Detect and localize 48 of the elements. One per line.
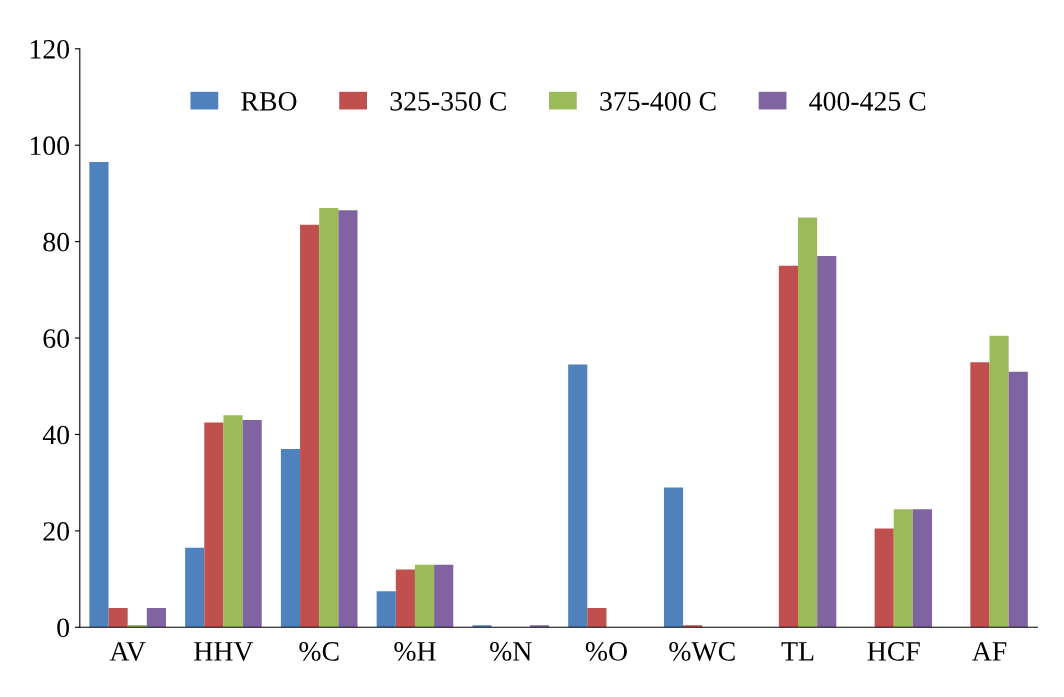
x-tick-label: HCF [867,642,920,661]
bar [242,420,262,628]
x-tick-label: AF [972,642,1007,661]
bar [204,422,224,628]
bar [874,528,894,628]
x-tick-label: %C [299,641,339,661]
x-tick-label: TL [781,642,814,661]
x-tick-label: %N [490,641,532,661]
bar [223,415,243,628]
legend-label: 325-350 C [390,91,506,111]
x-tick-label: %WC [669,641,735,661]
bar [798,217,818,628]
bar [395,569,415,628]
bar [280,448,301,628]
x-tick-label: %H [394,641,436,661]
bar [663,487,684,628]
y-tick-label: 120 [30,39,70,59]
bar [319,207,339,628]
legend-label: 400-425 C [809,91,926,111]
legend-label: RBO [241,92,297,111]
legend-label: 375-400 C [600,91,716,111]
bar [1008,371,1028,628]
bar [338,210,358,628]
y-tick-label: 40 [42,425,70,445]
bar [817,256,837,628]
x-tick-label: HHV [194,642,254,661]
bar [893,509,913,628]
bar [778,265,798,628]
y-tick-label: 100 [30,136,70,156]
bar [912,509,933,628]
bar [414,564,435,628]
y-tick-label: 0 [57,618,70,638]
bar [434,564,454,628]
bar [587,608,607,628]
bar [376,591,396,628]
bar [568,364,588,628]
bar [146,608,166,628]
y-tick-label: 60 [43,329,70,348]
x-tick-label: AV [109,642,146,661]
bar [108,608,128,628]
bar [970,362,990,628]
y-tick-label: 20 [43,522,70,541]
bar [300,224,320,628]
x-tick-label: %O [585,641,627,661]
bar [989,335,1009,628]
bar [185,547,205,628]
bar [89,162,109,628]
y-tick-label: 80 [43,232,70,252]
